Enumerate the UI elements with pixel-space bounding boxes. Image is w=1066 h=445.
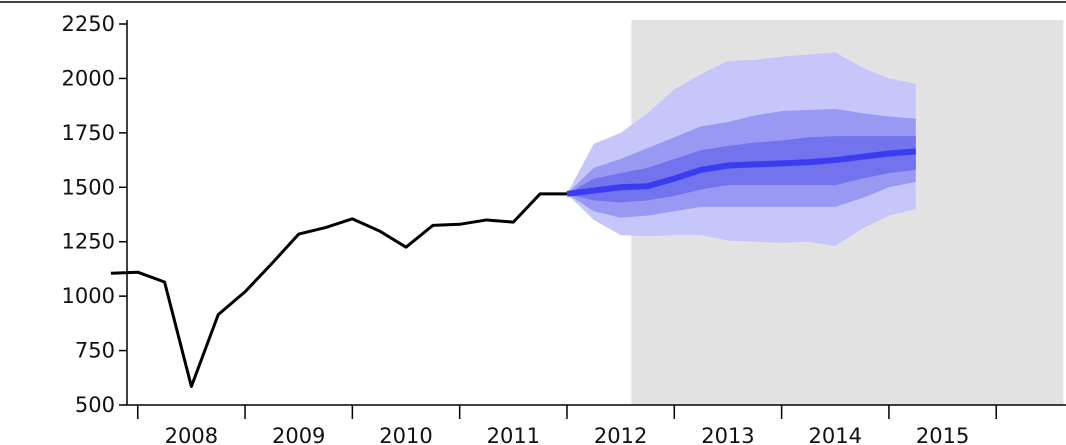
history-line: [110, 192, 567, 388]
x-tick-label: 2012: [594, 424, 647, 445]
x-tick-label: 2013: [701, 424, 754, 445]
y-tick-label: 1750: [62, 121, 115, 145]
forecast-median-line: [566, 148, 917, 197]
y-tick-label: 1250: [62, 230, 115, 254]
x-tick-label: 2015: [916, 424, 969, 445]
x-tick-label: 2014: [809, 424, 862, 445]
x-tick-label: 2011: [487, 424, 540, 445]
x-tick-label: 2009: [272, 424, 325, 445]
y-tick-label: 500: [75, 393, 115, 417]
y-tick-label: 1000: [62, 284, 115, 308]
y-tick-label: 750: [75, 339, 115, 363]
x-tick-label: 2010: [379, 424, 432, 445]
forecast-bands: [566, 52, 916, 247]
y-tick-label: 1500: [62, 175, 115, 199]
axes: 500 750 1000 1250 1500 1750 2000 2250 2008 2009 20…: [62, 12, 1066, 445]
y-tick-label: 2250: [62, 12, 115, 36]
series-lines: [110, 148, 917, 388]
y-tick-label: 2000: [62, 66, 115, 90]
x-tick-label: 2008: [165, 424, 218, 445]
